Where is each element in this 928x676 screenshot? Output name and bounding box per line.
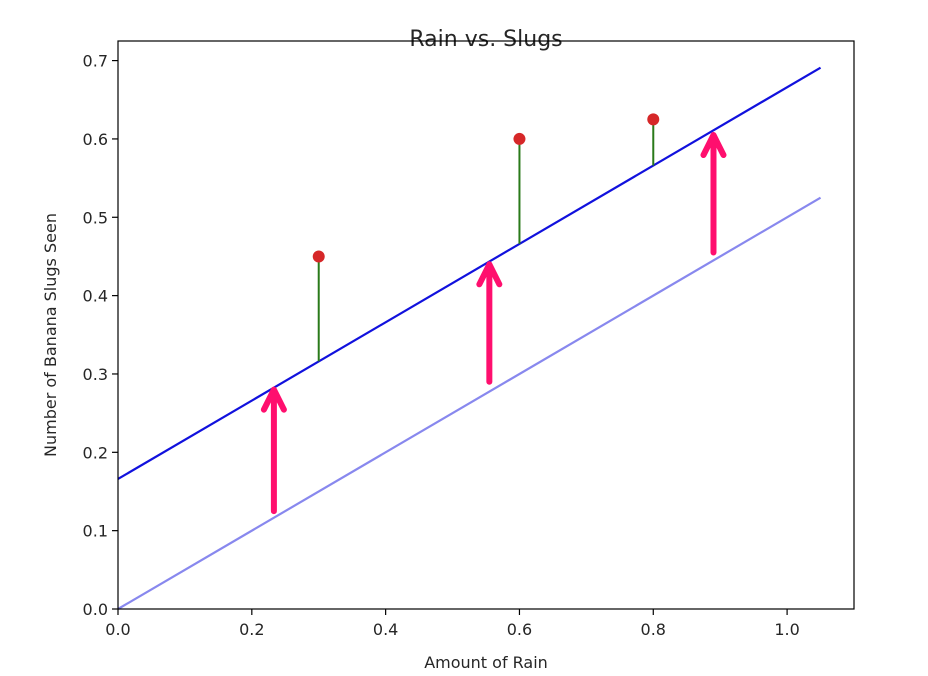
y-tick-label-1: 0.0 (83, 600, 108, 619)
y-tick-label-5: 0.4 (83, 287, 108, 306)
x-tick-label-1: 0.0 (105, 620, 130, 639)
x-tick-label-6: 1.0 (774, 620, 799, 639)
y-tick-label-2: 0.1 (83, 522, 108, 541)
x-tick-label-5: 0.8 (641, 620, 666, 639)
shift-arrow-1 (260, 386, 287, 515)
line-shifted-fit (117, 66, 822, 480)
x-tick-label-3: 0.4 (373, 620, 398, 639)
shift-arrow-3 (700, 132, 727, 256)
plot-area (117, 66, 822, 610)
y-tick-label-8: 0.7 (83, 52, 108, 71)
shift-arrow-2 (476, 261, 503, 385)
y-tick-label-3: 0.2 (83, 443, 108, 462)
data-point-3 (647, 113, 660, 126)
line-original-fit (117, 196, 822, 610)
x-tick-label-4: 0.6 (507, 620, 532, 639)
chart-title: Rain vs. Slugs (409, 27, 562, 52)
x-tick-label-2: 0.2 (239, 620, 264, 639)
y-tick-label-7: 0.6 (83, 130, 108, 149)
axes: 0.0 0.2 0.4 0.6 0.8 1.0 0.0 0.1 0.2 0.3 0.4 0.5 0.6 0… (83, 40, 855, 639)
data-point-2 (513, 132, 526, 145)
data-point-1 (312, 250, 325, 263)
plot-frame (117, 40, 855, 610)
y-axis-label: Number of Banana Slugs Seen (41, 213, 60, 457)
x-axis-label: Amount of Rain (424, 653, 548, 672)
y-tick-label-4: 0.3 (83, 365, 108, 384)
y-tick-label-6: 0.5 (83, 208, 108, 227)
